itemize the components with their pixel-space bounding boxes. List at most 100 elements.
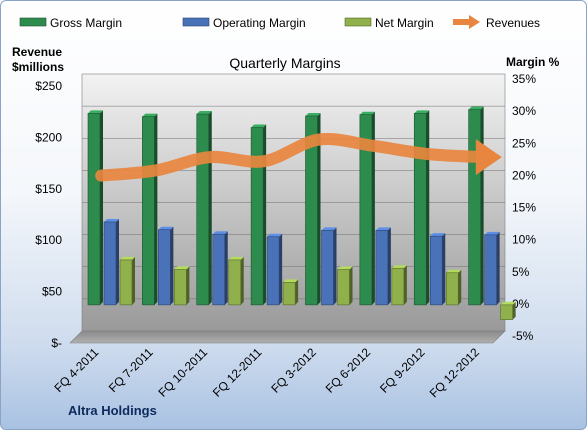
bar	[119, 259, 133, 306]
bar	[282, 282, 296, 306]
left-axis-tick-label: $100	[35, 233, 62, 247]
bar-top	[142, 113, 158, 117]
bar-top	[359, 111, 375, 115]
bar-side	[240, 256, 244, 305]
bar-top	[305, 112, 321, 116]
bar-top	[174, 266, 190, 270]
bar-top	[391, 265, 407, 269]
bar-top	[468, 106, 484, 110]
company-name: Altra Holdings	[68, 403, 157, 418]
right-axis-tick-label: 0%	[512, 297, 530, 311]
right-axis-tick-label: 30%	[512, 104, 536, 118]
bar	[158, 229, 171, 306]
left-axis-tick-label: $250	[35, 79, 62, 93]
bar-side	[512, 301, 516, 320]
bar-side	[458, 269, 462, 305]
bar-top	[337, 266, 353, 270]
right-axis-tick-label: 25%	[512, 136, 536, 150]
bar-side	[116, 218, 119, 305]
bar-side	[186, 266, 190, 305]
right-axis-tick-label: 5%	[512, 265, 530, 279]
category-label: FQ 12-2011	[210, 345, 265, 400]
bar	[337, 269, 350, 306]
bar-side	[426, 110, 430, 305]
left-axis-tick-label: $50	[42, 285, 62, 299]
bar-side	[224, 231, 228, 305]
legend-label: Gross Margin	[50, 16, 122, 30]
bar-side	[371, 111, 375, 305]
bar-top	[251, 124, 267, 128]
bar-side	[263, 124, 267, 305]
legend-swatch-arrow	[469, 15, 480, 29]
bar-top	[88, 110, 103, 114]
bar-side	[100, 110, 103, 305]
bar-side	[496, 231, 500, 305]
bar-side	[132, 256, 135, 305]
bar	[468, 109, 481, 306]
bar	[87, 113, 101, 306]
legend-swatch	[19, 17, 47, 27]
bar-side	[387, 227, 391, 305]
bar	[445, 272, 459, 306]
bar	[375, 230, 389, 306]
bar-top	[375, 227, 391, 231]
bar-top	[500, 301, 516, 305]
category-label: FQ 3-2012	[268, 345, 319, 396]
bar-top	[430, 233, 446, 237]
legend-label: Net Margin	[375, 16, 434, 30]
bar	[305, 115, 318, 306]
bar	[266, 236, 280, 306]
right-axis-tick-label: 10%	[512, 233, 536, 247]
bar	[321, 230, 334, 306]
left-axis-title: $millions	[12, 60, 64, 74]
bar-top	[158, 226, 174, 230]
category-label: FQ 4-2011	[51, 345, 101, 395]
bar-side	[154, 113, 158, 305]
right-axis-tick-label: 15%	[512, 201, 536, 215]
bar-side	[349, 266, 353, 305]
bar-top	[120, 256, 135, 260]
chart-title: Quarterly Margins	[229, 55, 340, 71]
category-label: FQ 10-2011	[156, 345, 211, 400]
right-axis-tick-label: -5%	[512, 329, 534, 343]
left-axis-title: Revenue	[12, 45, 62, 59]
bar	[484, 234, 497, 306]
bar-side	[279, 233, 283, 305]
bar-top	[283, 279, 299, 283]
bar	[174, 269, 187, 306]
bar-top	[212, 231, 228, 235]
left-axis-tick-label: $200	[35, 130, 62, 144]
bar	[391, 267, 405, 306]
right-axis-tick-label: 35%	[512, 72, 536, 86]
right-axis-tick-label: 20%	[512, 168, 536, 182]
bar	[250, 127, 264, 306]
legend-label: Operating Margin	[213, 16, 306, 30]
right-axis-title: Margin %	[506, 55, 560, 69]
bar	[196, 113, 210, 306]
category-label: FQ 9-2012	[377, 345, 428, 396]
category-label: FQ 6-2012	[323, 345, 374, 396]
bar-side	[208, 111, 212, 305]
bar	[429, 235, 443, 306]
legend-label: Revenues	[486, 16, 540, 30]
left-axis-tick-label: $-	[51, 336, 62, 350]
bar-top	[414, 110, 430, 114]
bar-top	[228, 256, 244, 260]
revenues-arrowhead	[475, 139, 502, 176]
legend-swatch	[344, 17, 372, 27]
bar-top	[484, 231, 500, 235]
bar-side	[317, 112, 321, 305]
legend-swatch	[182, 17, 210, 27]
bar-top	[446, 269, 462, 273]
left-axis-tick-label: $150	[35, 182, 62, 196]
bar	[413, 113, 427, 306]
category-label: FQ 7-2011	[106, 345, 156, 395]
bar	[212, 233, 226, 306]
bar-top	[104, 218, 119, 222]
bar	[359, 114, 373, 306]
revenues-line	[95, 133, 488, 182]
bar-top	[321, 227, 337, 231]
bar-top	[196, 111, 212, 115]
bar-side	[403, 265, 407, 305]
